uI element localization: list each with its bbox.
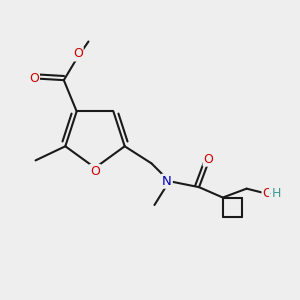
Text: O: O bbox=[204, 153, 214, 166]
Text: O: O bbox=[73, 47, 83, 61]
Text: N: N bbox=[162, 175, 172, 188]
Text: H: H bbox=[272, 187, 281, 200]
Text: O: O bbox=[90, 165, 100, 178]
Text: O: O bbox=[29, 72, 39, 85]
Text: O: O bbox=[262, 187, 272, 200]
Text: –: – bbox=[270, 188, 274, 198]
